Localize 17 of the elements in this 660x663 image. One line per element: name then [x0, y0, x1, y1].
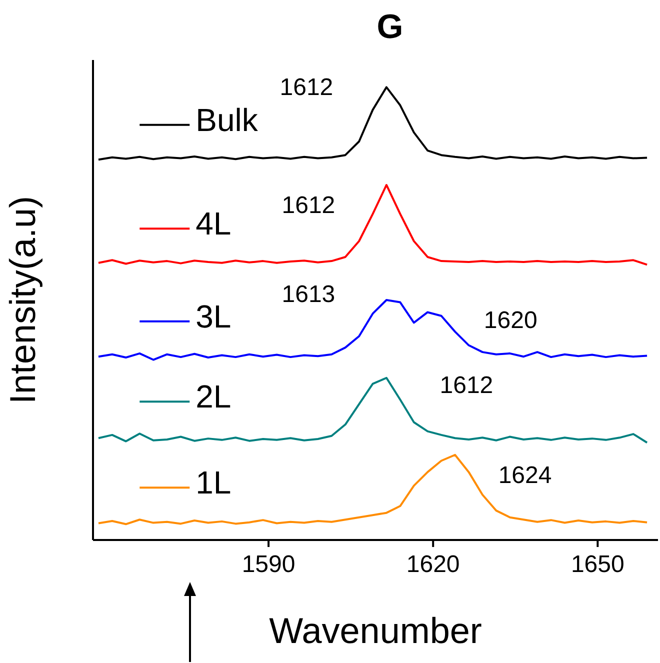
x-axis-title: Wavenumber	[269, 610, 482, 651]
legend-label: 2L	[196, 378, 232, 415]
annotation: 1612	[280, 74, 334, 102]
y-axis-title: Intensity(a.u)	[2, 196, 43, 404]
annotation: 1613	[282, 281, 336, 308]
legend-label: 3L	[196, 298, 232, 334]
legend-label: 1L	[196, 464, 232, 501]
x-tick-label: 1650	[570, 551, 624, 578]
annotation: 1620	[484, 307, 538, 334]
annotation: 1612	[282, 192, 336, 219]
legend-label: 4L	[196, 206, 232, 242]
chart-title: G	[376, 8, 404, 47]
x-tick-label: 1620	[406, 551, 460, 578]
annotation: 1612	[440, 372, 494, 399]
legend-label: Bulk	[196, 102, 259, 138]
annotation: 1624	[498, 462, 552, 489]
x-tick-label: 1590	[242, 551, 296, 578]
